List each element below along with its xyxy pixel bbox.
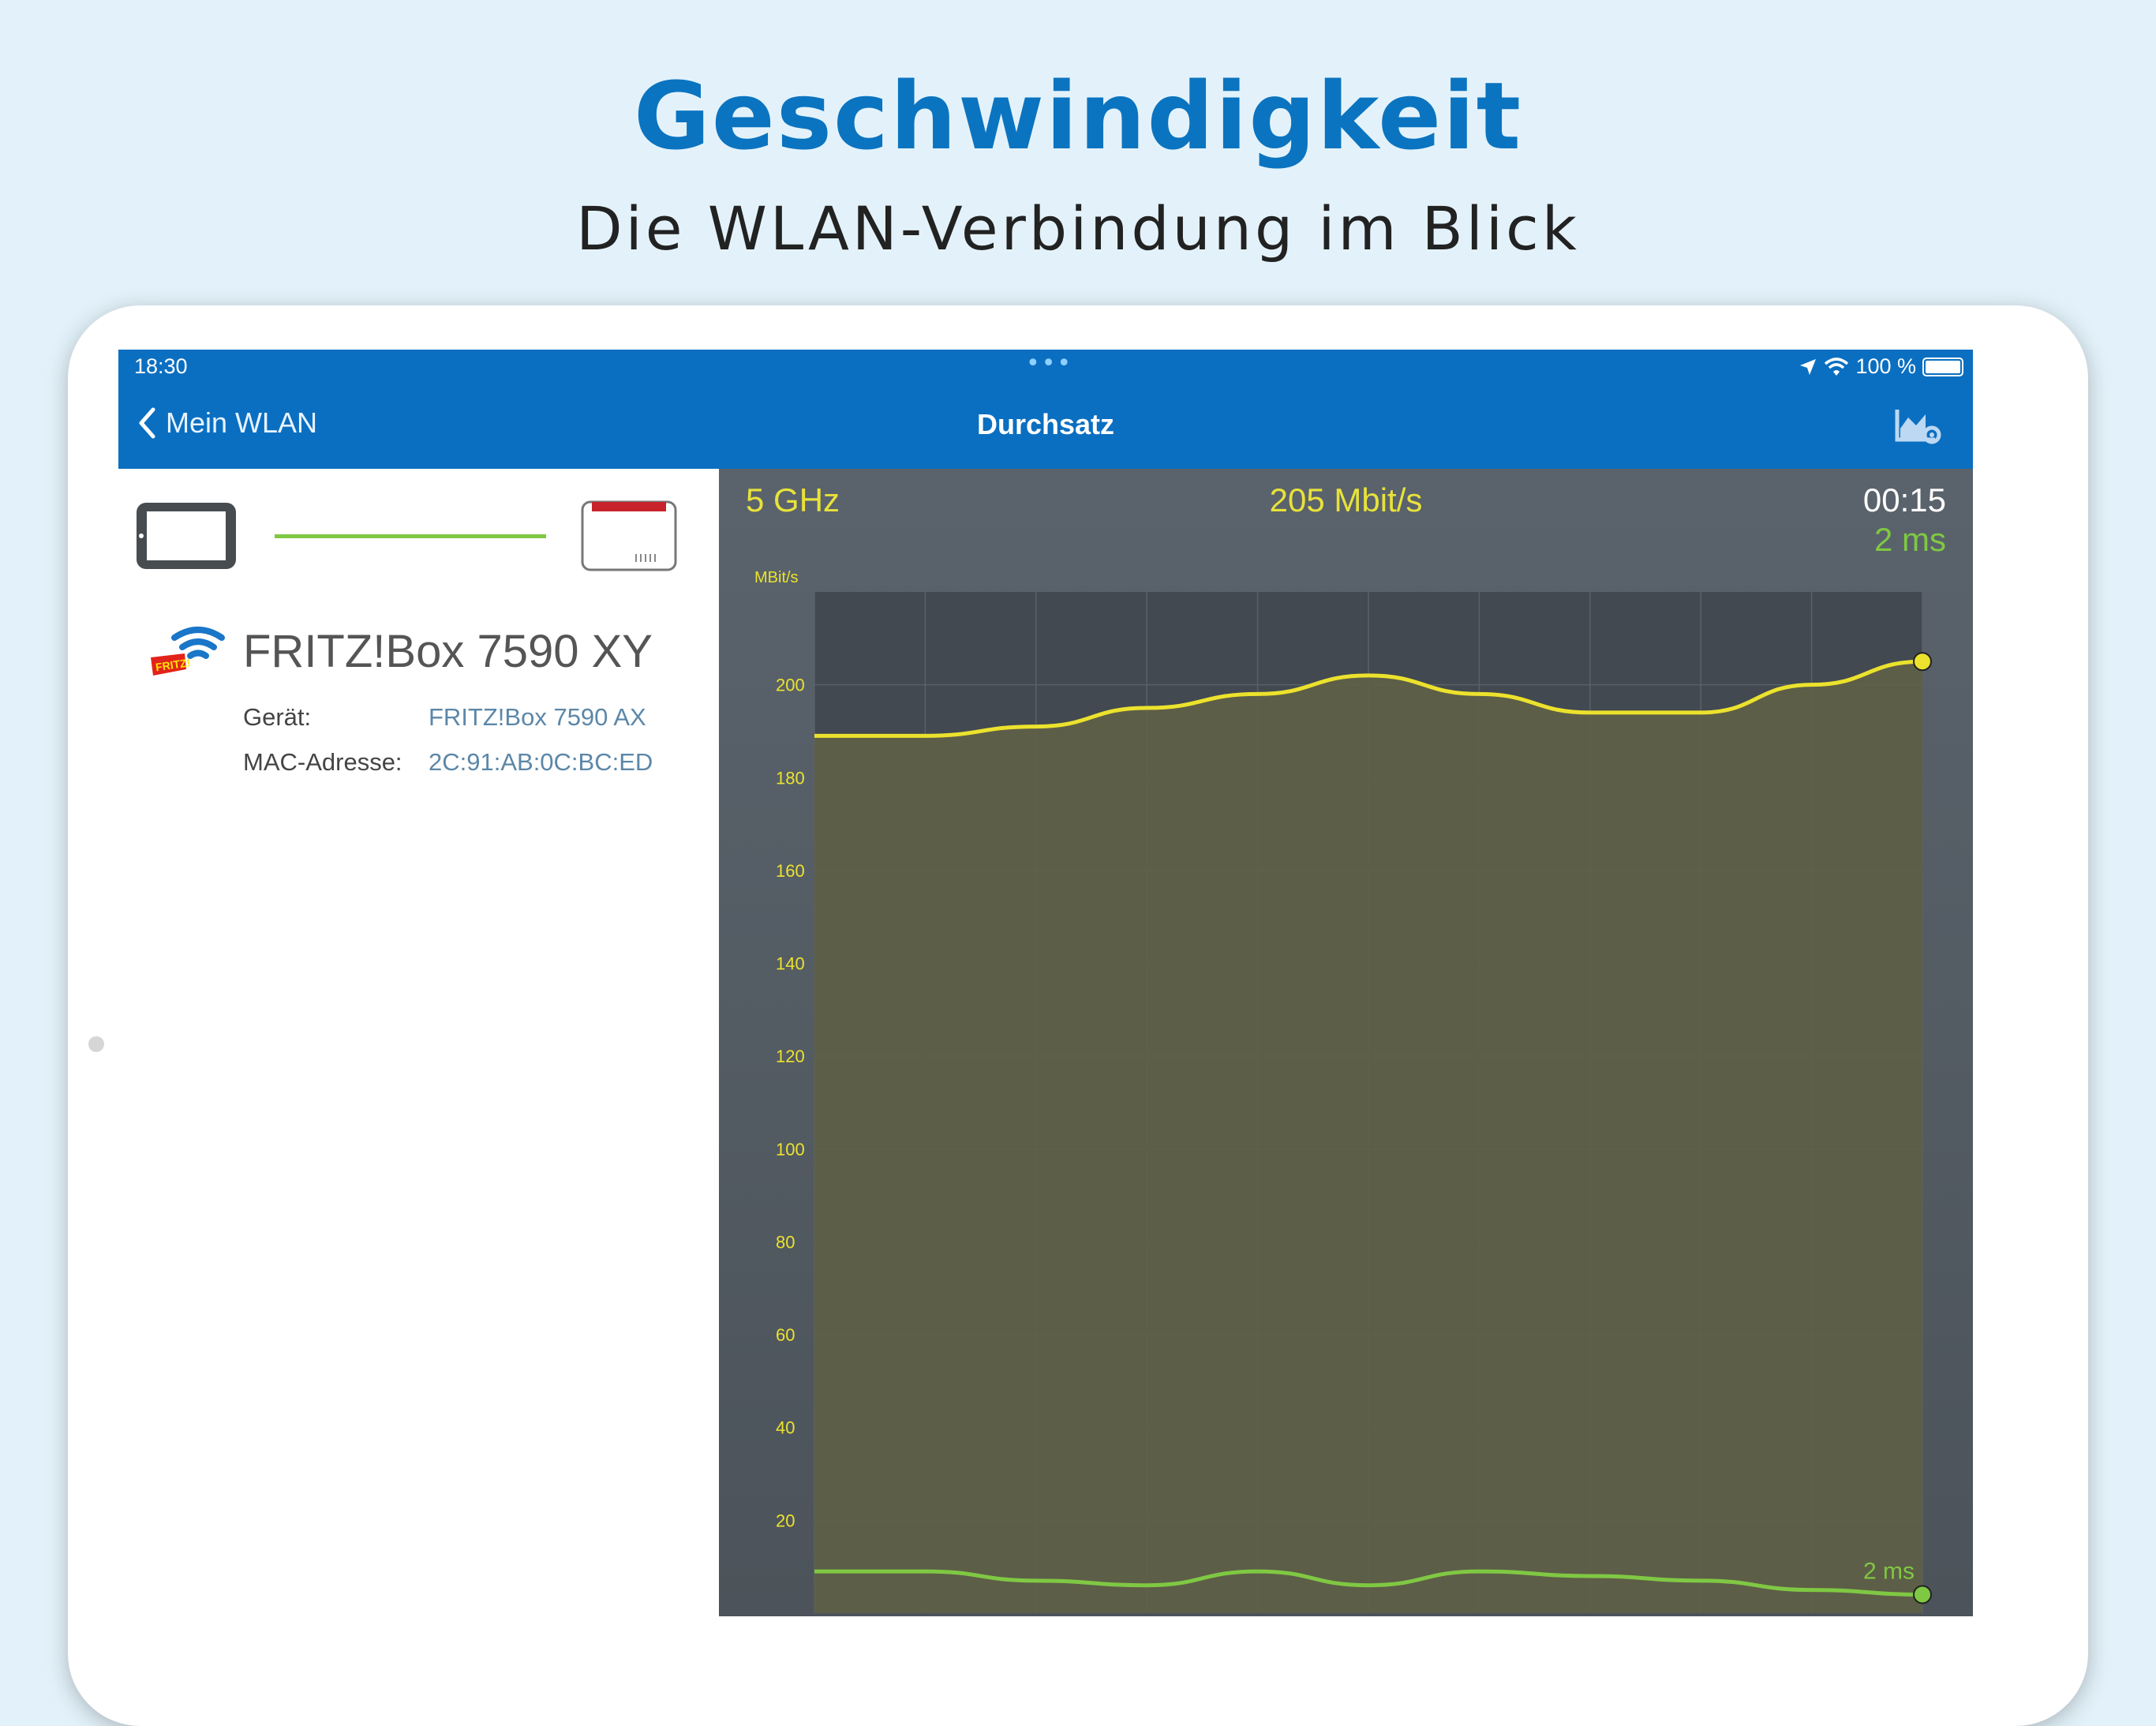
tablet-camera-dot xyxy=(88,1036,104,1052)
y-tick-label: 140 xyxy=(776,954,805,974)
device-label: Gerät: xyxy=(243,703,312,731)
multitask-dots[interactable]: ••• xyxy=(1026,350,1073,377)
y-tick-label: 100 xyxy=(776,1140,805,1159)
y-tick-label: 180 xyxy=(776,768,805,788)
y-tick-label: 60 xyxy=(776,1325,795,1345)
band-readout: 5 GHz xyxy=(746,481,840,519)
rate-readout: 205 Mbit/s xyxy=(1269,481,1423,519)
chevron-left-icon xyxy=(139,407,155,439)
y-tick-label: 80 xyxy=(776,1232,795,1252)
battery-icon xyxy=(1922,357,1963,376)
throughput-area xyxy=(814,661,1922,1613)
throughput-chart: 20 40 60 80 100 120 140 160 180 200 MBit/s 2 ms xyxy=(754,569,1932,1613)
app-screen: 18:30 ••• 100 % Mein WLAN Durchsatz xyxy=(118,350,1973,1616)
location-icon xyxy=(1800,358,1817,375)
device-name: FRITZ!Box 7590 XY xyxy=(243,626,653,677)
mac-value: 2C:91:AB:0C:BC:ED xyxy=(429,748,653,776)
latency-readout: 2 ms xyxy=(1873,521,1946,558)
y-tick-label: 160 xyxy=(776,861,805,881)
y-tick-label: 200 xyxy=(776,676,805,695)
status-right: 100 % xyxy=(1799,354,1963,379)
battery-percent: 100 % xyxy=(1855,354,1916,378)
throughput-panel: 20 40 60 80 100 120 140 160 180 200 MBit/s 2 ms 5 G… xyxy=(719,469,1973,1616)
fritz-logo-text: FRITZ! xyxy=(155,656,191,673)
mac-label: MAC-Adresse: xyxy=(243,748,402,776)
top-bar: 18:30 ••• 100 % Mein WLAN Durchsatz xyxy=(118,350,1973,469)
status-time: 18:30 xyxy=(134,354,188,378)
wifi-status-icon xyxy=(1825,357,1849,376)
elapsed-readout: 00:15 xyxy=(1862,481,1946,519)
nav-title: Durchsatz xyxy=(976,408,1115,440)
throughput-end-point xyxy=(1913,652,1932,672)
tablet-icon xyxy=(137,503,236,569)
device-value: FRITZ!Box 7590 AX xyxy=(429,703,646,731)
device-panel: FRITZ! FRITZ!Box 7590 XY Gerät: FRITZ!Bo… xyxy=(118,469,718,1616)
hero-subtitle: Die WLAN-Verbindung im Blick xyxy=(576,193,1580,264)
y-tick-label: 20 xyxy=(776,1511,795,1530)
back-label: Mein WLAN xyxy=(166,406,318,439)
router-icon xyxy=(581,500,677,571)
fritz-wifi-logo: FRITZ! xyxy=(151,627,225,676)
latency-line xyxy=(814,1569,1923,1597)
chart-settings-icon[interactable] xyxy=(1894,406,1943,444)
y-tick-label: 120 xyxy=(776,1046,805,1066)
throughput-line xyxy=(814,659,1923,738)
back-button[interactable]: Mein WLAN xyxy=(137,406,317,440)
connection-line xyxy=(275,534,546,538)
latency-series-label: 2 ms xyxy=(1863,1558,1915,1584)
latency-end-point xyxy=(1913,1585,1932,1604)
hero-title: Geschwindigkeit xyxy=(633,62,1523,170)
y-axis-label: MBit/s xyxy=(754,569,799,586)
y-tick-label: 40 xyxy=(776,1418,795,1438)
